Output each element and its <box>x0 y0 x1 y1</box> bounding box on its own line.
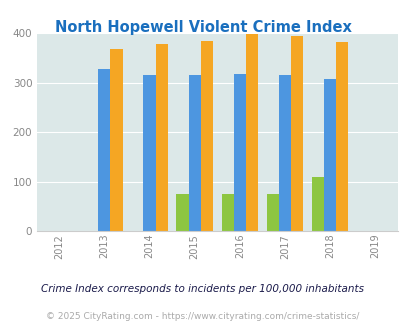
Bar <box>188 75 200 231</box>
Bar <box>233 74 245 231</box>
Text: © 2025 CityRating.com - https://www.cityrating.com/crime-statistics/: © 2025 CityRating.com - https://www.city… <box>46 313 359 321</box>
Bar <box>200 41 212 231</box>
Bar <box>110 49 122 231</box>
Bar <box>245 34 258 231</box>
Bar <box>221 194 233 231</box>
Bar <box>311 177 323 231</box>
Bar <box>335 42 347 231</box>
Bar <box>290 36 303 231</box>
Bar <box>155 45 167 231</box>
Bar <box>266 194 278 231</box>
Text: Crime Index corresponds to incidents per 100,000 inhabitants: Crime Index corresponds to incidents per… <box>41 284 364 294</box>
Bar <box>98 69 110 231</box>
Bar <box>278 75 290 231</box>
Bar <box>323 79 335 231</box>
Text: North Hopewell Violent Crime Index: North Hopewell Violent Crime Index <box>54 20 351 35</box>
Bar <box>143 75 155 231</box>
Bar <box>176 194 188 231</box>
